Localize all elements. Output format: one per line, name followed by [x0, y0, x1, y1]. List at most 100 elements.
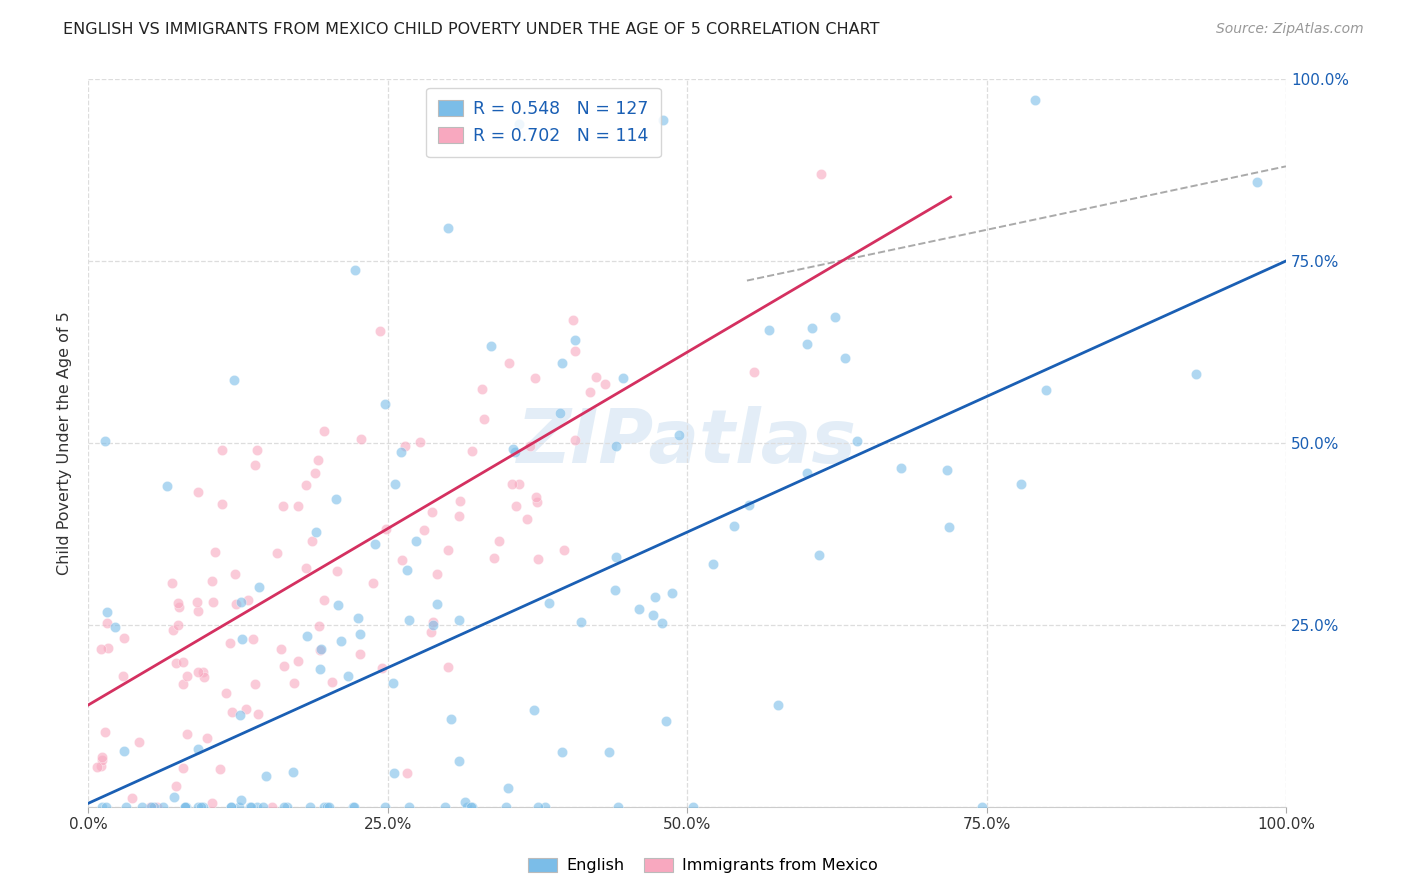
Point [738, 498, 761, 512]
Point [605, 583, 627, 598]
Point [336, 669, 359, 683]
Point [834, 351, 856, 366]
Point [186, 595, 208, 609]
Point [90, 758, 112, 772]
Point [283, 675, 305, 690]
Point [299, 800, 322, 814]
Point [201, 796, 224, 810]
Point [287, 654, 309, 668]
Point [211, 442, 233, 457]
Point [91, 800, 114, 814]
Point [344, 262, 367, 277]
Point [174, 800, 197, 814]
Text: Source: ZipAtlas.com: Source: ZipAtlas.com [1216, 22, 1364, 37]
Point [86, 760, 108, 774]
Legend: R = 0.548   N = 127, R = 0.702   N = 114: R = 0.548 N = 127, R = 0.702 N = 114 [426, 87, 661, 157]
Point [270, 642, 292, 657]
Point [273, 500, 295, 514]
Point [347, 611, 370, 625]
Point [433, 800, 456, 814]
Point [187, 800, 209, 814]
Point [1035, 384, 1057, 398]
Point [524, 371, 547, 385]
Point [505, 499, 527, 513]
Point [211, 498, 233, 512]
Point [236, 593, 259, 607]
Point [304, 524, 326, 539]
Point [364, 536, 387, 550]
Point [422, 618, 444, 632]
Point [449, 754, 471, 768]
Point [824, 310, 846, 325]
Point [273, 659, 295, 673]
Point [474, 411, 496, 425]
Point [422, 615, 444, 629]
Point [508, 477, 530, 491]
Point [758, 323, 780, 337]
Point [145, 800, 167, 814]
Point [1246, 175, 1268, 189]
Point [128, 735, 150, 749]
Point [204, 545, 226, 559]
Point [384, 477, 406, 491]
Point [104, 620, 127, 634]
Point [318, 800, 340, 814]
Point [121, 791, 143, 805]
Point [308, 619, 330, 633]
Point [152, 800, 174, 814]
Point [516, 512, 538, 526]
Point [349, 627, 371, 641]
Point [422, 505, 444, 519]
Point [202, 595, 225, 609]
Point [231, 632, 253, 647]
Point [142, 800, 165, 814]
Point [165, 657, 187, 671]
Point [890, 461, 912, 475]
Point [1010, 477, 1032, 491]
Point [330, 634, 353, 648]
Point [537, 596, 560, 610]
Point [564, 333, 586, 347]
Point [187, 665, 209, 680]
Point [301, 533, 323, 548]
Point [454, 795, 477, 809]
Point [312, 593, 335, 607]
Point [276, 800, 298, 814]
Point [612, 371, 634, 385]
Point [569, 615, 592, 629]
Point [419, 624, 441, 639]
Point [527, 800, 550, 814]
Point [193, 665, 215, 679]
Point [342, 800, 364, 814]
Point [460, 800, 482, 814]
Point [627, 602, 650, 616]
Point [495, 800, 517, 814]
Point [163, 790, 186, 805]
Point [325, 491, 347, 506]
Point [314, 800, 336, 814]
Point [314, 425, 336, 439]
Point [938, 520, 960, 534]
Point [810, 167, 832, 181]
Point [796, 466, 818, 480]
Point [172, 761, 194, 775]
Point [508, 117, 530, 131]
Point [309, 642, 332, 657]
Point [242, 632, 264, 646]
Point [167, 600, 190, 615]
Point [437, 543, 460, 558]
Point [651, 616, 673, 631]
Point [349, 648, 371, 662]
Point [176, 668, 198, 682]
Point [524, 490, 547, 504]
Point [405, 534, 427, 549]
Text: ZIPatlas: ZIPatlas [517, 407, 858, 480]
Point [309, 642, 332, 657]
Point [502, 442, 524, 456]
Point [641, 608, 664, 623]
Point [114, 744, 136, 758]
Point [186, 742, 208, 756]
Point [96, 605, 118, 619]
Point [409, 435, 432, 450]
Point [156, 479, 179, 493]
